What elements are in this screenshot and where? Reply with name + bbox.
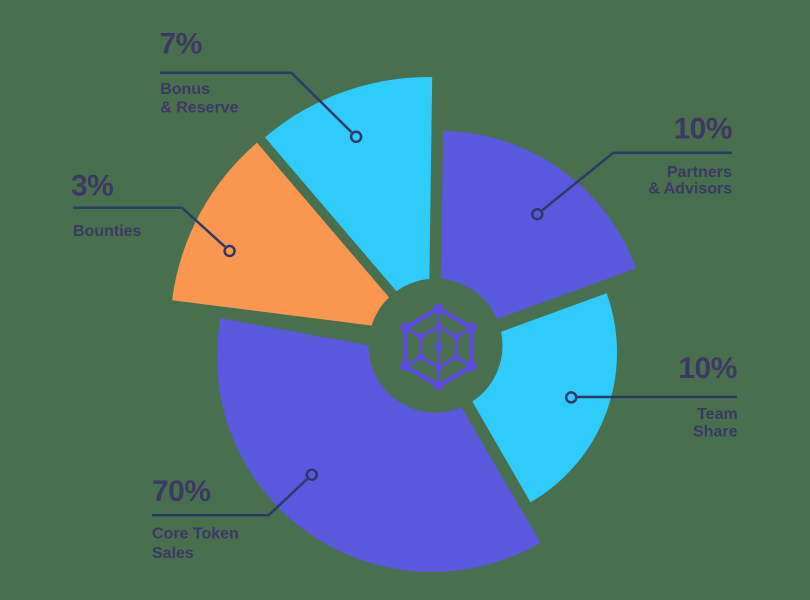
- svg-text:Bonus: Bonus: [160, 81, 210, 98]
- svg-text:Sales: Sales: [152, 545, 194, 562]
- svg-text:10%: 10%: [673, 113, 732, 146]
- svg-text:7%: 7%: [160, 27, 202, 60]
- svg-text:Core Token: Core Token: [152, 526, 239, 543]
- svg-text:& Advisors: & Advisors: [648, 180, 732, 197]
- svg-text:Bounties: Bounties: [73, 223, 142, 240]
- svg-text:Share: Share: [693, 423, 738, 440]
- svg-text:Team: Team: [697, 406, 738, 423]
- svg-text:& Reserve: & Reserve: [160, 100, 238, 117]
- svg-text:3%: 3%: [71, 170, 113, 203]
- svg-text:10%: 10%: [678, 352, 737, 385]
- svg-text:70%: 70%: [152, 475, 211, 508]
- svg-text:Partners: Partners: [667, 164, 732, 181]
